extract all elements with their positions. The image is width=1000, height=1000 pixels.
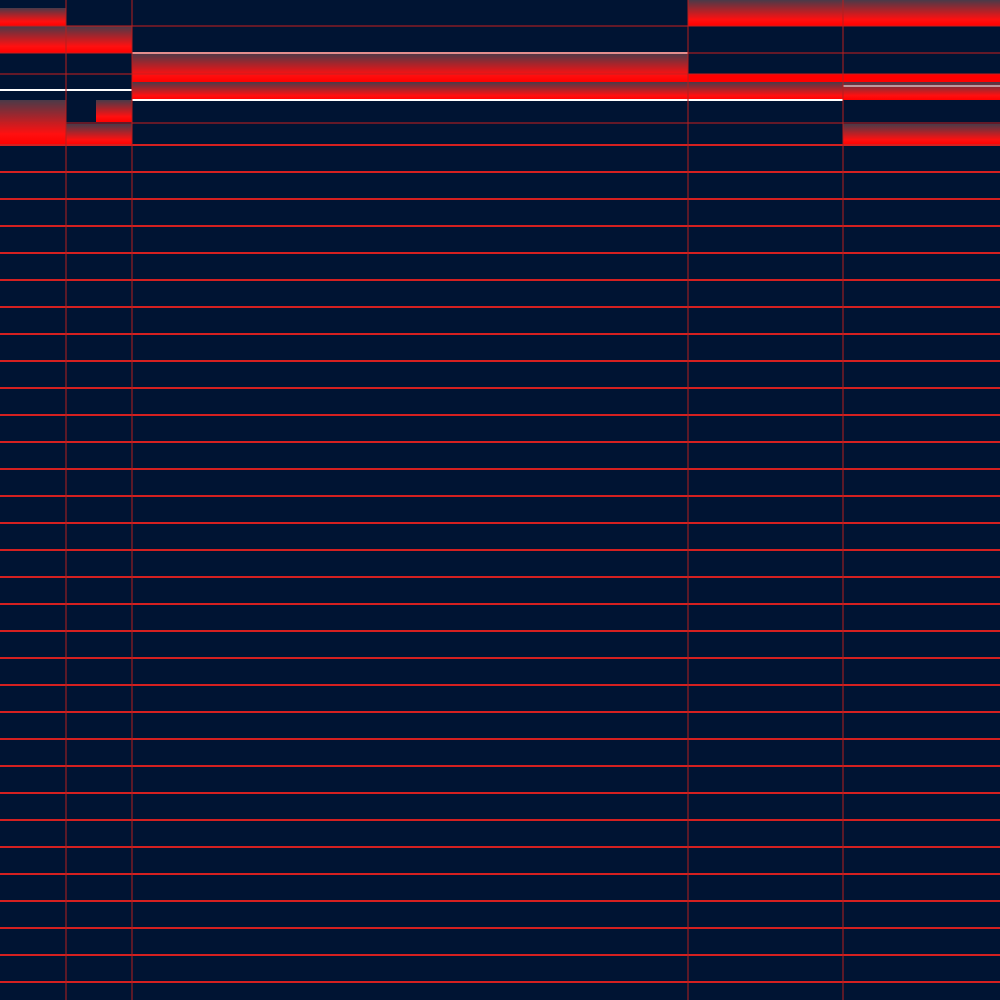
header-block	[96, 100, 132, 122]
header-block	[688, 0, 1000, 26]
header-block	[132, 53, 688, 82]
header-block	[843, 124, 1000, 145]
header-block	[66, 124, 132, 145]
header-block	[688, 74, 1000, 82]
header-block	[0, 8, 66, 26]
header-block	[132, 82, 843, 100]
header-block	[843, 82, 1000, 100]
